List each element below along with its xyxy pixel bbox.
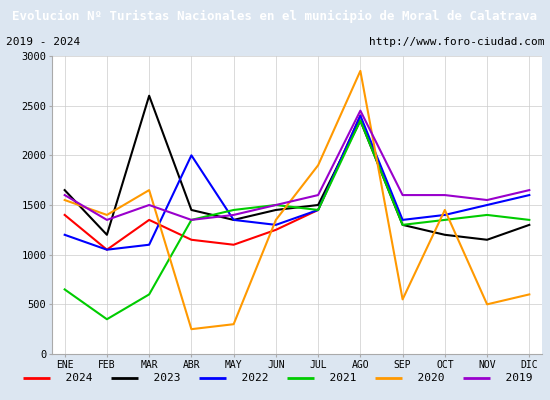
Text: 2022: 2022 [228, 373, 269, 383]
Text: 2019 - 2024: 2019 - 2024 [6, 37, 80, 47]
Text: 2020: 2020 [404, 373, 445, 383]
Text: Evolucion Nº Turistas Nacionales en el municipio de Moral de Calatrava: Evolucion Nº Turistas Nacionales en el m… [13, 10, 537, 22]
Text: 2021: 2021 [316, 373, 357, 383]
Text: 2024: 2024 [52, 373, 93, 383]
Text: 2023: 2023 [140, 373, 181, 383]
Text: http://www.foro-ciudad.com: http://www.foro-ciudad.com [369, 37, 544, 47]
Text: 2019: 2019 [492, 373, 533, 383]
